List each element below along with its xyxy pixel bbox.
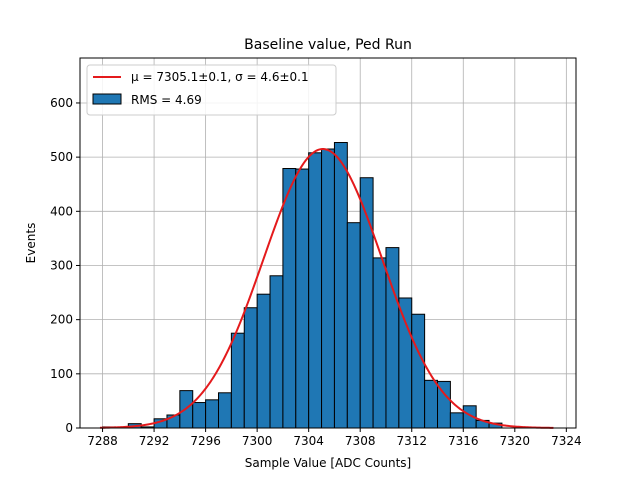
gaussian-fit-curve: [99, 148, 554, 429]
histogram-bar: [398, 297, 413, 429]
y-tick-label: 500: [50, 150, 73, 164]
x-tick-label: 7292: [139, 434, 170, 448]
x-axis-ticks: 7288 7292 7296 7300 7304 7308 7312 7316 7320 7324: [87, 428, 582, 448]
x-tick-label: 7316: [448, 434, 479, 448]
histogram-bar: [372, 257, 387, 429]
legend: μ = 7305.1±0.1, σ = 4.6±0.1 RMS = 4.69: [86, 64, 337, 116]
y-tick-label: 600: [50, 96, 73, 110]
y-tick-label: 0: [65, 421, 73, 435]
histogram-bar: [321, 148, 335, 429]
y-axis-label: Events: [24, 223, 38, 264]
legend-hist-swatch: [92, 93, 122, 105]
y-axis-ticks: 0 100 200 300 400 500 600: [50, 96, 80, 435]
x-tick-label: 7300: [242, 434, 273, 448]
histogram-bar: [282, 168, 297, 429]
plot-frame: [79, 57, 577, 429]
x-tick-label: 7312: [396, 434, 427, 448]
y-tick-label: 400: [50, 204, 73, 218]
x-tick-label: 7308: [345, 434, 376, 448]
histogram-bar: [295, 168, 310, 429]
histogram-bar: [192, 402, 207, 429]
y-tick-label: 100: [50, 367, 73, 381]
histogram-bar: [346, 222, 361, 429]
histogram-bar: [217, 392, 232, 429]
x-tick-label: 7288: [87, 434, 118, 448]
legend-hist-label: RMS = 4.69: [131, 93, 202, 107]
y-tick-label: 200: [50, 313, 73, 327]
histogram-bar: [269, 275, 284, 429]
chart-title: Baseline value, Ped Run: [244, 37, 412, 53]
histogram-bar: [256, 293, 271, 429]
x-tick-label: 7324: [551, 434, 582, 448]
histogram-bars: [102, 142, 503, 429]
histogram-bar: [411, 313, 426, 429]
x-tick-label: 7296: [190, 434, 221, 448]
x-axis-label: Sample Value [ADC Counts]: [245, 456, 411, 470]
x-tick-label: 7320: [500, 434, 531, 448]
histogram-bar: [243, 307, 258, 429]
y-tick-label: 300: [50, 258, 73, 272]
legend-fit-label: μ = 7305.1±0.1, σ = 4.6±0.1: [131, 70, 309, 84]
legend-box: [86, 64, 337, 116]
histogram-bar: [230, 332, 245, 429]
histogram-bar: [308, 152, 323, 429]
histogram-bar: [205, 399, 219, 429]
histogram-bar: [424, 379, 439, 429]
histogram-bar: [449, 412, 464, 429]
x-tick-label: 7304: [293, 434, 324, 448]
histogram-bar: [333, 142, 348, 429]
